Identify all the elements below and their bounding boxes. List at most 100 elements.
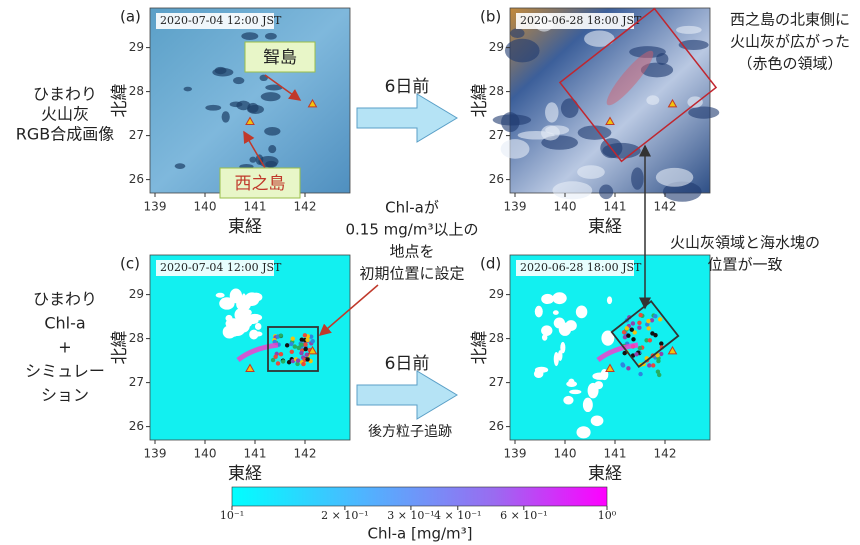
cloud <box>492 114 532 126</box>
cloud <box>174 163 186 169</box>
cloud-mask <box>568 378 575 386</box>
cloud-mask <box>244 318 259 325</box>
particle <box>629 327 634 332</box>
x-axis-label: 東経 <box>588 217 622 237</box>
x-tick-label: 141 <box>604 447 627 461</box>
cloud <box>183 86 193 92</box>
y-axis-label: 北緯 <box>110 84 130 118</box>
cloud <box>264 126 281 136</box>
ash <box>606 50 654 106</box>
cloud <box>233 77 245 85</box>
cloud <box>504 38 540 63</box>
timestamp: 2020-06-28 18:00 JST <box>520 261 642 274</box>
island-marker <box>605 116 615 126</box>
colorbar-tick-label: 4 × 10⁻¹ <box>434 509 481 522</box>
y-tick-label: 29 <box>489 40 504 54</box>
particle <box>631 337 636 342</box>
x-tick-label: 140 <box>194 200 217 214</box>
x-tick-label: 140 <box>194 447 217 461</box>
y-tick-label: 27 <box>489 375 504 389</box>
island-label: 西之島 <box>235 174 286 194</box>
cloud <box>688 106 720 119</box>
colorbar-tick-label: 3 × 10⁻¹ <box>387 509 434 522</box>
cloud-mask <box>560 341 566 354</box>
cloud-mask <box>215 292 225 298</box>
colorbar-tick-label: 10⁰ <box>598 509 617 522</box>
particle <box>653 314 658 319</box>
colorbar-tick-label: 6 × 10⁻¹ <box>500 509 547 522</box>
particle <box>270 357 276 363</box>
island-marker <box>605 363 615 373</box>
cloud-mask <box>225 314 233 322</box>
cloud-mask <box>254 331 263 337</box>
y-tick-label: 28 <box>489 84 504 98</box>
cloud-mask <box>553 352 559 367</box>
particle <box>305 337 310 343</box>
cloud-mask <box>587 382 599 399</box>
particle <box>302 333 308 338</box>
panel-letter: (c) <box>120 255 140 273</box>
cloud-mask <box>582 397 593 413</box>
map-panel: 2020-07-04 12:00 JST (c) 139 140 141 142 26 27 2… <box>110 254 351 484</box>
panel-letter: (d) <box>480 255 501 273</box>
particle <box>651 363 656 368</box>
note-line: 位置が一致 <box>707 256 782 274</box>
particle <box>630 321 636 326</box>
cloud <box>214 66 227 75</box>
y-tick-label: 28 <box>129 84 144 98</box>
particle <box>304 352 310 357</box>
note-line: 西之島の北東側に <box>730 11 850 29</box>
y-tick-label: 28 <box>489 331 504 345</box>
particle <box>624 326 629 331</box>
island-marker <box>667 98 678 108</box>
note-line: 0.15 mg/m³以上の <box>346 221 479 239</box>
time-arrow <box>356 370 458 420</box>
particle <box>280 359 286 364</box>
note-line: ション <box>41 386 89 405</box>
arrow-label: 6日前 <box>385 77 430 97</box>
cloud-mask <box>569 389 582 395</box>
particle <box>289 349 294 354</box>
x-tick-label: 139 <box>144 200 167 214</box>
particle <box>659 341 664 346</box>
note-line: + <box>58 338 71 357</box>
pointer <box>264 74 302 101</box>
y-axis-label: 北緯 <box>110 331 130 365</box>
cloud <box>249 156 257 163</box>
map-image <box>149 254 351 441</box>
timestamp: 2020-07-04 12:00 JST <box>160 14 282 27</box>
particle <box>275 361 281 366</box>
cloud-mask <box>575 305 588 319</box>
cloud-mask <box>553 317 566 329</box>
particle <box>286 360 292 365</box>
y-tick-label: 27 <box>129 128 144 142</box>
y-axis-label: 北緯 <box>470 331 490 365</box>
cloud <box>646 95 660 106</box>
x-axis-label: 東経 <box>228 464 262 484</box>
timestamp-box <box>156 13 274 29</box>
cloud <box>265 84 283 91</box>
cloud <box>676 25 702 34</box>
island-marker <box>307 345 318 355</box>
cloud <box>241 32 259 40</box>
x-tick-label: 140 <box>554 200 577 214</box>
cloud <box>205 104 222 111</box>
cloud-mask <box>534 305 543 318</box>
panel-letter: (a) <box>120 8 141 26</box>
y-tick-label: 28 <box>129 331 144 345</box>
x-axis-label: 東経 <box>228 217 262 237</box>
colorbar-tick-label: 10⁻¹ <box>220 509 244 522</box>
cloud <box>631 167 644 190</box>
cloud <box>640 62 674 78</box>
match-box <box>610 300 680 368</box>
particle <box>622 350 627 356</box>
arrow-sublabel: 後方粒子追跡 <box>368 424 452 440</box>
colorbar-tick-label: 2 × 10⁻¹ <box>321 509 368 522</box>
island-marker <box>245 116 255 126</box>
plume <box>236 342 279 362</box>
particle <box>278 351 284 357</box>
cloud-mask <box>552 310 559 315</box>
cloud <box>510 28 525 39</box>
particle <box>620 362 625 367</box>
particle <box>637 325 642 330</box>
